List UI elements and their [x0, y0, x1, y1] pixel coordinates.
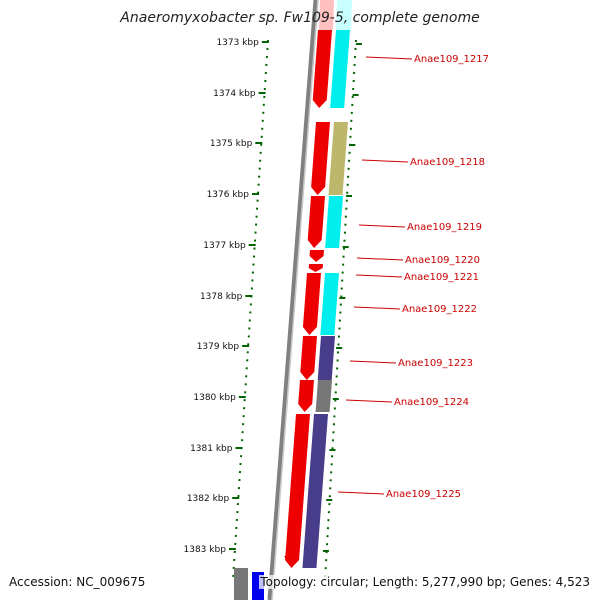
cds-arrow[interactable] — [309, 250, 324, 262]
cog-block — [325, 196, 343, 248]
cds-arrow[interactable] — [285, 414, 310, 568]
gene-label-leader — [355, 274, 403, 278]
cog-block — [336, 0, 352, 30]
bottom-feature-gray — [234, 568, 248, 600]
cog-block — [302, 414, 328, 568]
cog-block — [315, 380, 332, 412]
ruler-tick-label: 1382 kbp — [187, 494, 230, 504]
cog-block — [319, 0, 334, 30]
gene-label-leader — [349, 360, 397, 364]
gene-label-leader — [353, 306, 401, 310]
gene-label[interactable]: Anae109_1219 — [407, 222, 482, 233]
gene-label[interactable]: Anae109_1217 — [414, 54, 489, 65]
cds-arrow[interactable] — [302, 273, 321, 335]
ruler-tick-label: 1374 kbp — [213, 89, 256, 99]
map-title: Anaeromyxobacter sp. Fw109-5, complete g… — [120, 10, 480, 26]
cds-arrow[interactable] — [284, 556, 298, 566]
gene-label[interactable]: Anae109_1222 — [402, 304, 477, 315]
cds-arrow[interactable] — [307, 196, 325, 248]
cds-arrow[interactable] — [308, 264, 323, 272]
ruler-tick-label: 1373 kbp — [216, 38, 259, 48]
topology-summary: Topology: circular; Length: 5,277,990 bp… — [259, 575, 591, 589]
gene-label-leader — [361, 159, 409, 163]
ruler-tick-label: 1375 kbp — [210, 139, 253, 149]
gene-label[interactable]: Anae109_1223 — [398, 358, 473, 369]
gene-label[interactable]: Anae109_1225 — [386, 489, 461, 500]
gene-label-leader — [365, 56, 413, 60]
gene-label-leader — [358, 224, 406, 228]
ruler-tick-label: 1377 kbp — [203, 241, 246, 251]
gene-label[interactable]: Anae109_1221 — [404, 272, 479, 283]
gene-label-leader — [356, 257, 404, 261]
cds-arrow[interactable] — [312, 30, 332, 108]
gene-label[interactable]: Anae109_1220 — [405, 255, 480, 266]
gene-label-leader — [345, 399, 393, 403]
cog-block — [317, 336, 335, 380]
ruler-tick-label: 1383 kbp — [184, 545, 227, 555]
ruler-tick-label: 1378 kbp — [200, 292, 243, 302]
ruler-tick-label: 1376 kbp — [207, 190, 250, 200]
ruler-tick-label: 1380 kbp — [193, 393, 236, 403]
gene-label-leader — [337, 491, 385, 495]
cds-arrow[interactable] — [300, 336, 317, 380]
ruler-tick-label: 1381 kbp — [190, 444, 233, 454]
gene-label[interactable]: Anae109_1224 — [394, 397, 469, 408]
accession-text: Accession: NC_009675 — [9, 575, 146, 589]
backbone-highlight — [271, 0, 319, 600]
cds-arrow[interactable] — [311, 122, 330, 195]
gene-label[interactable]: Anae109_1218 — [410, 157, 485, 168]
backbone-line — [267, 0, 319, 600]
cog-block — [330, 30, 350, 108]
ruler-tick-label: 1379 kbp — [197, 342, 240, 352]
cog-block — [328, 122, 348, 195]
cds-arrow[interactable] — [298, 380, 314, 412]
cog-block — [320, 273, 339, 335]
